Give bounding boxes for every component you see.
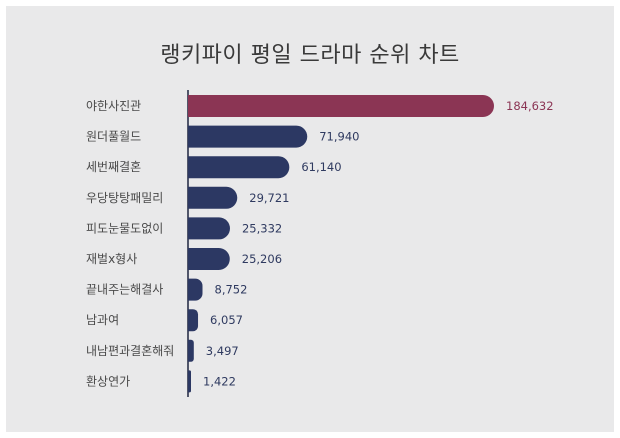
category-label: 내남편과결혼해줘 <box>86 344 174 358</box>
category-label: 우당탕탕패밀리 <box>86 191 163 205</box>
chart-title: 랭키파이 평일 드라마 순위 차트 <box>160 43 460 68</box>
bar <box>188 309 199 332</box>
category-label: 세번째결혼 <box>86 160 141 174</box>
category-label: 원더풀월드 <box>86 130 141 144</box>
bar <box>188 217 230 240</box>
value-label: 184,632 <box>506 99 554 113</box>
category-label: 피도눈물도없이 <box>86 221 163 235</box>
value-label: 61,140 <box>301 160 341 174</box>
category-label: 환상연가 <box>86 374 130 388</box>
bar <box>188 125 308 148</box>
category-label: 끝내주는해결사 <box>86 283 163 297</box>
bar <box>188 186 238 209</box>
value-label: 6,057 <box>210 313 243 327</box>
category-label: 야한사진관 <box>86 99 141 113</box>
value-label: 25,332 <box>242 221 282 235</box>
value-label: 1,422 <box>203 374 236 388</box>
bar <box>188 248 230 270</box>
category-label: 재벌x형사 <box>86 252 137 266</box>
bar <box>188 156 290 179</box>
value-label: 25,206 <box>242 252 282 266</box>
chart-card <box>6 6 614 432</box>
bar <box>188 370 191 393</box>
bar <box>188 278 203 301</box>
bar <box>188 95 494 117</box>
value-label: 8,752 <box>215 283 248 297</box>
value-label: 71,940 <box>319 130 359 144</box>
bar <box>188 339 194 362</box>
value-label: 3,497 <box>206 344 239 358</box>
value-label: 29,721 <box>249 191 289 205</box>
category-label: 남과여 <box>86 313 119 327</box>
